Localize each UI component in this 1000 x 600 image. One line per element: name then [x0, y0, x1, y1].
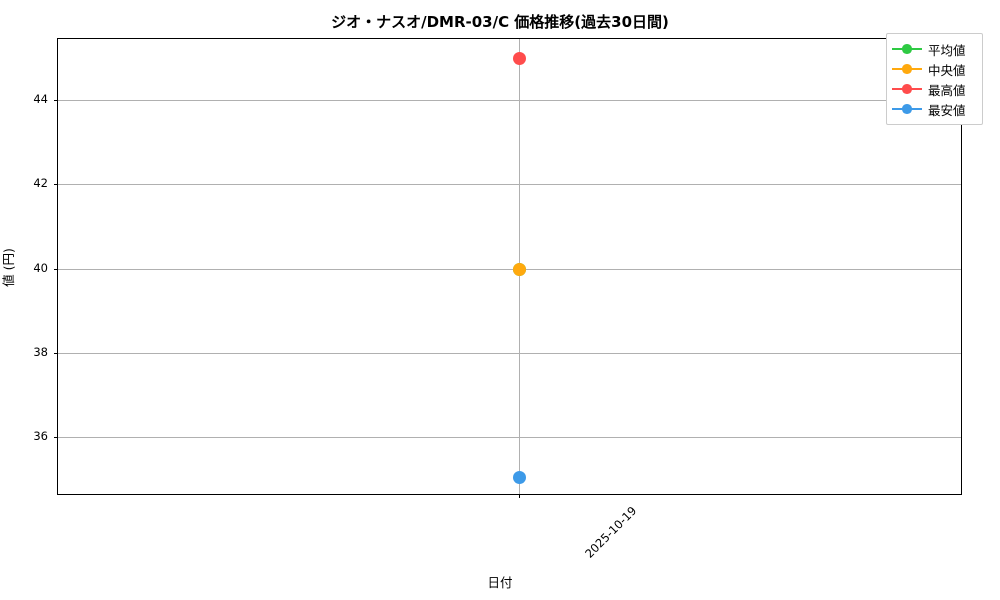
legend-item-max[interactable]: 最高値	[892, 79, 976, 99]
y-axis-tick-label: 38	[33, 345, 48, 359]
legend-marker-icon	[892, 62, 922, 76]
data-point-median[interactable]	[512, 262, 526, 276]
y-axis-tick-mark	[54, 100, 58, 102]
legend-item-min[interactable]: 最安値	[892, 99, 976, 119]
y-axis-tick-mark	[54, 437, 58, 439]
y-axis-tick-label: 42	[33, 176, 48, 190]
legend-item-mean[interactable]: 平均値	[892, 39, 976, 59]
y-axis-tick-mark	[54, 269, 58, 271]
data-point-min[interactable]	[512, 470, 526, 484]
legend-label: 中央値	[928, 62, 966, 78]
gridline-horizontal	[58, 437, 961, 438]
y-axis-tick-label: 36	[33, 429, 48, 443]
y-axis-label: 値 (円)	[0, 248, 16, 287]
legend-marker-icon	[892, 42, 922, 56]
legend-label: 平均値	[928, 42, 966, 58]
y-axis-tick-mark	[54, 184, 58, 186]
gridline-horizontal	[58, 100, 961, 101]
x-axis-tick-mark	[519, 494, 521, 498]
gridline-horizontal	[58, 269, 961, 270]
x-axis-label: 日付	[487, 575, 513, 590]
chart-title: ジオ・ナスオ/DMR-03/C 価格推移(過去30日間)	[331, 13, 669, 31]
legend-label: 最高値	[928, 82, 966, 98]
chart-legend[interactable]: 平均値 中央値 最高値 最安値	[886, 33, 983, 125]
legend-label: 最安値	[928, 102, 966, 118]
legend-marker-icon	[892, 102, 922, 116]
x-axis-tick-label: 2025-10-19	[582, 503, 640, 561]
legend-marker-icon	[892, 82, 922, 96]
gridline-horizontal	[58, 353, 961, 354]
gridline-horizontal	[58, 184, 961, 185]
y-axis-tick-label: 40	[33, 261, 48, 275]
plot-area	[54, 38, 962, 498]
y-axis-tick-mark	[54, 353, 58, 355]
y-axis-tick-label: 44	[33, 92, 48, 106]
legend-item-median[interactable]: 中央値	[892, 59, 976, 79]
data-point-max[interactable]	[512, 51, 526, 65]
